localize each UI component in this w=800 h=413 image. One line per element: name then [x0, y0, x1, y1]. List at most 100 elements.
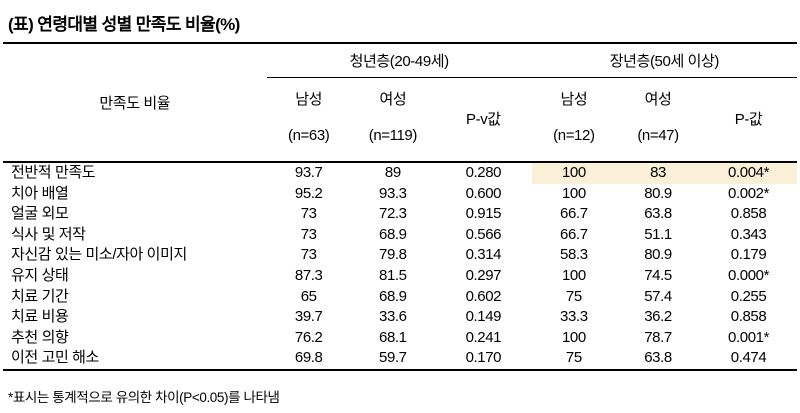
col-header-pvalue-older: P-값 [700, 77, 797, 163]
cell-value: 0.000* [728, 266, 770, 284]
stub-header: 만족도 비율 [3, 43, 267, 163]
cell-value: 0.602 [465, 287, 502, 305]
table-row: 치료 기간 65 68.9 0.602 75 57.4 0.255 [3, 287, 797, 308]
table-row: 추천 의향 76.2 68.1 0.241 100 78.7 0.001* [3, 328, 797, 349]
cell-value: 83 [615, 162, 701, 184]
cell-value: 33.3 [560, 308, 588, 326]
cell-value: 0.179 [730, 246, 767, 264]
col-header-pvalue-youth: P-v값 [434, 77, 532, 163]
page-title: (표) 연령대별 성별 만족도 비율(%) [8, 15, 240, 34]
group-header-row: 만족도 비율 청년층(20-49세) 장년층(50세 이상) [3, 43, 797, 163]
table-row: 치아 배열 95.2 93.3 0.600 100 80.9 0.002* [3, 184, 797, 205]
cell-value: 57.4 [644, 287, 672, 305]
table-body: 전반적 만족도 93.7 89 0.280 100 83 0.004* 치아 배열 95.2 93… [3, 162, 797, 370]
cell-value: 78.7 [644, 328, 672, 346]
col-count: (n=63) [287, 127, 330, 144]
cell-value: 0.474 [730, 349, 767, 367]
cell-value: 75 [565, 349, 582, 367]
cell-value: 63.8 [644, 349, 672, 367]
cell-value: 36.2 [644, 308, 672, 326]
cell-value: 33.6 [379, 308, 407, 326]
row-label: 유지 상태 [11, 266, 69, 284]
col-count: (n=12) [553, 127, 595, 144]
group-header-youth: 청년층(20-49세) [266, 43, 532, 78]
cell-value: 76.2 [294, 328, 323, 346]
row-label: 얼굴 외모 [11, 205, 69, 223]
cell-value: 73 [300, 225, 317, 243]
col-label: 남성 [295, 91, 323, 108]
cell-value: 100 [531, 162, 616, 184]
cell-value: 100 [561, 266, 586, 284]
cell-value: 80.9 [644, 184, 672, 202]
table-row: 자신감 있는 미소/자아 이미지 73 79.8 0.314 58.3 80.9 0.179 [3, 245, 797, 266]
cell-value: 89 [384, 164, 401, 181]
row-label: 전반적 만족도 [11, 164, 96, 181]
cell-value: 0.170 [465, 349, 502, 367]
row-label: 치료 비용 [11, 308, 69, 326]
row-label: 추천 의향 [11, 328, 69, 346]
cell-value: 73 [300, 205, 317, 223]
col-count: (n=47) [637, 127, 679, 144]
cell-value: 100 [561, 184, 586, 202]
cell-value: 74.5 [644, 266, 672, 284]
table-row: 치료 비용 39.7 33.6 0.149 33.3 36.2 0.858 [3, 307, 797, 328]
cell-value: 0.600 [465, 184, 502, 202]
cell-value: 0.004* [700, 162, 797, 184]
cell-value: 58.3 [560, 246, 588, 264]
cell-value: 68.9 [379, 287, 407, 305]
satisfaction-table: 만족도 비율 청년층(20-49세) 장년층(50세 이상) 남성 (n=63)… [3, 42, 797, 371]
cell-value: 75 [565, 287, 582, 305]
group-header-older: 장년층(50세 이상) [531, 43, 797, 78]
col-header-female-older: 여성 (n=47) [615, 77, 701, 163]
table-row: 유지 상태 87.3 81.5 0.297 100 74.5 0.000* [3, 266, 797, 287]
table-row: 전반적 만족도 93.7 89 0.280 100 83 0.004* [3, 162, 797, 184]
col-label: P-v값 [466, 110, 501, 128]
cell-value: 0.001* [728, 328, 770, 346]
cell-value: 0.858 [730, 205, 767, 223]
col-header-female-youth: 여성 (n=119) [350, 77, 435, 163]
cell-value: 87.3 [294, 266, 323, 284]
table-row: 얼굴 외모 73 72.3 0.915 66.7 63.8 0.858 [3, 204, 797, 225]
cell-value: 72.3 [379, 205, 407, 223]
col-header-male-youth: 남성 (n=63) [266, 77, 351, 163]
row-label: 치료 기간 [11, 287, 69, 305]
cell-value: 39.7 [294, 308, 323, 326]
col-header-male-older: 남성 (n=12) [531, 77, 616, 163]
cell-value: 95.2 [294, 184, 323, 202]
row-label: 이전 고민 해소 [11, 349, 99, 367]
cell-value: 59.7 [379, 349, 407, 367]
significance-footnote: *표시는 통계적으로 유의한 차이(P<0.05)를 나타냄 [8, 389, 280, 405]
cell-value: 93.3 [379, 184, 407, 202]
row-label: 자신감 있는 미소/자아 이미지 [11, 246, 187, 264]
row-label: 식사 및 저작 [11, 225, 86, 243]
cell-value: 0.566 [465, 225, 502, 243]
cell-value: 80.9 [644, 246, 672, 264]
cell-value: 0.002* [728, 184, 770, 202]
cell-value: 68.1 [379, 328, 407, 346]
col-label: 남성 [560, 91, 588, 108]
cell-value: 0.343 [730, 225, 767, 243]
cell-value: 66.7 [560, 225, 588, 243]
cell-value: 81.5 [379, 266, 407, 284]
cell-value: 68.9 [379, 225, 407, 243]
col-count: (n=119) [368, 127, 418, 144]
cell-value: 73 [300, 246, 317, 264]
cell-value: 51.1 [644, 225, 672, 243]
cell-value: 0.149 [465, 308, 502, 326]
cell-value: 79.8 [379, 246, 407, 264]
cell-value: 66.7 [560, 205, 588, 223]
column-header-row: 남성 (n=63) 여성 (n=119) P-v값 [3, 77, 797, 163]
col-label: 여성 [379, 91, 407, 108]
cell-value: 0.858 [730, 308, 767, 326]
cell-value: 0.297 [465, 266, 502, 284]
col-label: 여성 [644, 91, 672, 108]
cell-value: 0.280 [465, 164, 502, 181]
col-label: P-값 [734, 110, 763, 128]
cell-value: 0.915 [465, 205, 502, 223]
table-row: 식사 및 저작 73 68.9 0.566 66.7 51.1 0.343 [3, 225, 797, 246]
cell-value: 69.8 [294, 349, 323, 367]
cell-value: 0.314 [465, 246, 502, 264]
cell-value: 93.7 [294, 164, 323, 181]
cell-value: 65 [300, 287, 317, 305]
